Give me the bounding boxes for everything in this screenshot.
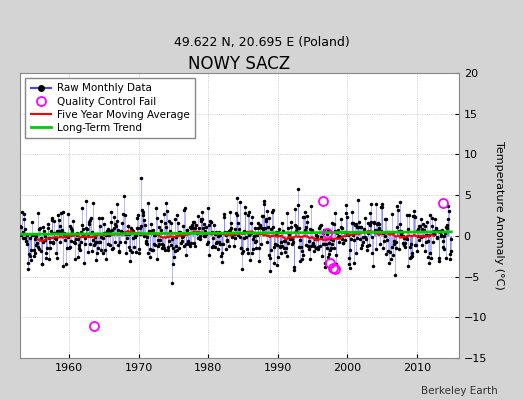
Y-axis label: Temperature Anomaly (°C): Temperature Anomaly (°C): [494, 141, 504, 290]
Text: 49.622 N, 20.695 E (Poland): 49.622 N, 20.695 E (Poland): [174, 36, 350, 49]
Text: Berkeley Earth: Berkeley Earth: [421, 386, 498, 396]
Legend: Raw Monthly Data, Quality Control Fail, Five Year Moving Average, Long-Term Tren: Raw Monthly Data, Quality Control Fail, …: [26, 78, 194, 138]
Title: NOWY SACZ: NOWY SACZ: [189, 55, 291, 73]
